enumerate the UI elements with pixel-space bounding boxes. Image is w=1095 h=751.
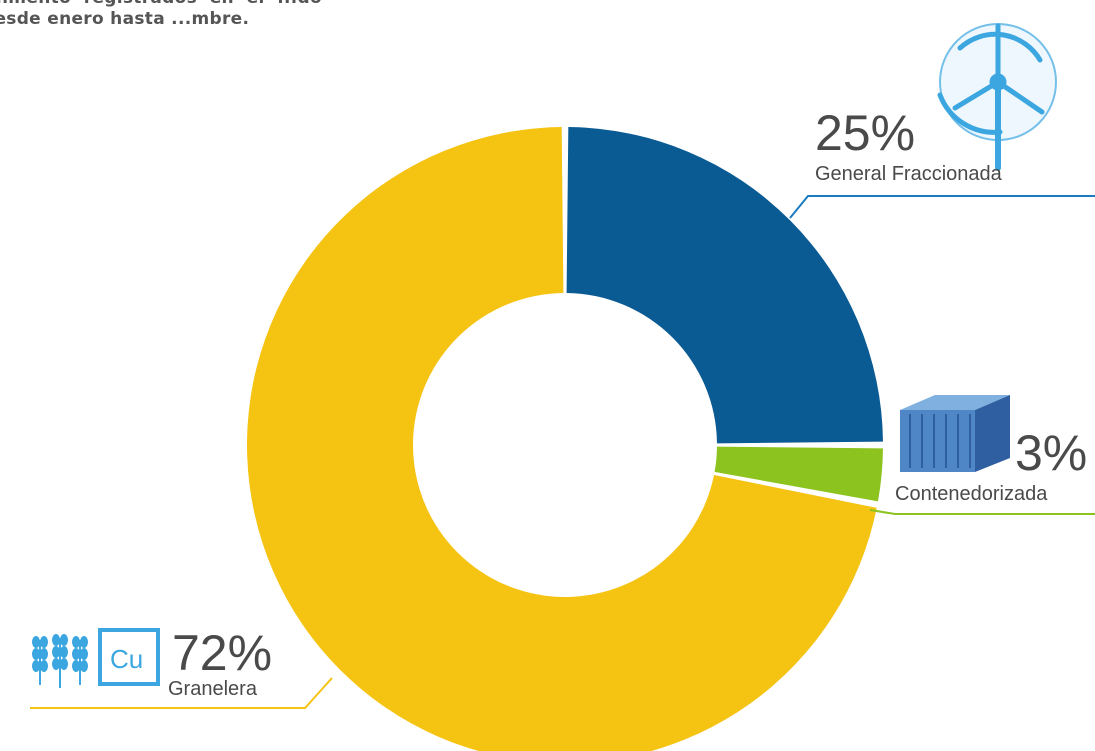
slice-general-fraccionada	[566, 127, 883, 444]
wind-turbine-icon	[937, 23, 1057, 171]
intro-text-block: ...miento registrados en el ...do desde …	[0, 0, 322, 72]
category-label-general: General Fraccionada	[815, 163, 1003, 185]
value-label-general: 25%	[815, 105, 915, 161]
leader-line-granelera	[30, 677, 333, 709]
category-label-contenedorizada: Contenedorizada	[895, 483, 1048, 505]
slice-granelera	[247, 127, 877, 751]
leader-line-general	[789, 195, 1095, 219]
leader-line-contenedorizada	[869, 509, 1095, 515]
donut-slices	[247, 127, 883, 751]
wheat-icon	[32, 634, 88, 688]
category-label-granelera: Granelera	[168, 678, 258, 700]
value-label-granelera: 72%	[172, 625, 272, 681]
intro-text: ...miento registrados en el ...do desde …	[0, 0, 322, 29]
copper-element-icon: Cu	[98, 628, 160, 686]
copper-symbol: Cu	[110, 644, 143, 674]
slice-contenedorizada	[714, 446, 883, 502]
shipping-container-icon	[900, 395, 1010, 472]
value-label-contenedorizada: 3%	[1015, 425, 1087, 481]
